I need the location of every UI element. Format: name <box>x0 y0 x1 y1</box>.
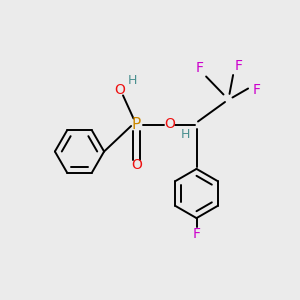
Text: H: H <box>180 128 190 141</box>
Text: O: O <box>115 83 125 97</box>
Text: H: H <box>128 74 137 88</box>
Text: F: F <box>193 227 200 241</box>
Text: P: P <box>132 117 141 132</box>
Text: O: O <box>131 158 142 172</box>
Text: F: F <box>253 83 260 97</box>
Text: F: F <box>235 59 242 73</box>
Text: F: F <box>196 61 203 74</box>
Text: O: O <box>164 118 175 131</box>
